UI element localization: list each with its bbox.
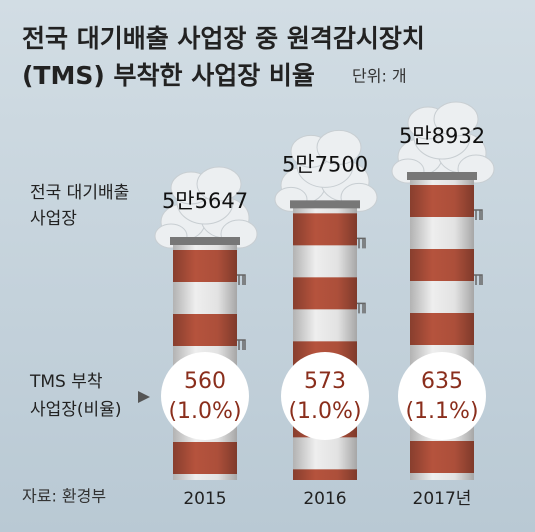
ladder bbox=[357, 237, 366, 249]
value-label: 5만5647 bbox=[162, 189, 248, 213]
ladder bbox=[357, 302, 366, 314]
legend-label: 사업장 bbox=[30, 209, 77, 229]
ladder bbox=[474, 274, 483, 285]
x-tick-label: 2016 bbox=[303, 489, 346, 509]
source: 자료: 환경부 bbox=[22, 487, 106, 506]
legend-label: 사업장(비율) bbox=[30, 400, 121, 420]
x-tick-label: 2017년 bbox=[413, 489, 472, 509]
x-tick-label: 2015 bbox=[183, 489, 226, 509]
chimney-rim bbox=[170, 237, 240, 245]
badge bbox=[398, 352, 486, 440]
tms-ratio: (1.0%) bbox=[288, 399, 361, 424]
tms-value: 573 bbox=[304, 369, 346, 394]
pointer-arrow bbox=[138, 391, 150, 403]
chimney-rim bbox=[290, 200, 360, 209]
title: (TMS) 부착한 사업장 비율 bbox=[22, 61, 315, 90]
smoke-puff bbox=[196, 166, 242, 202]
badge bbox=[281, 352, 369, 440]
unit: 단위: 개 bbox=[352, 67, 407, 86]
tms-value: 560 bbox=[184, 369, 226, 394]
legend-label: 전국 대기배출 bbox=[30, 183, 129, 203]
ladder bbox=[474, 209, 483, 220]
legend-label: TMS 부착 bbox=[29, 372, 103, 392]
ladder bbox=[237, 274, 246, 285]
title: 전국 대기배출 사업장 중 원격감시장치 bbox=[22, 24, 425, 53]
value-label: 5만7500 bbox=[282, 152, 368, 176]
chimney-rim bbox=[407, 172, 477, 180]
tms-value: 635 bbox=[421, 369, 463, 394]
smoke-puff bbox=[433, 101, 479, 137]
badge bbox=[161, 352, 249, 440]
ladder bbox=[237, 339, 246, 350]
tms-ratio: (1.0%) bbox=[168, 399, 241, 424]
value-label: 5만8932 bbox=[399, 124, 485, 148]
tms-ratio: (1.1%) bbox=[405, 399, 478, 424]
smoke-puff bbox=[316, 129, 362, 165]
